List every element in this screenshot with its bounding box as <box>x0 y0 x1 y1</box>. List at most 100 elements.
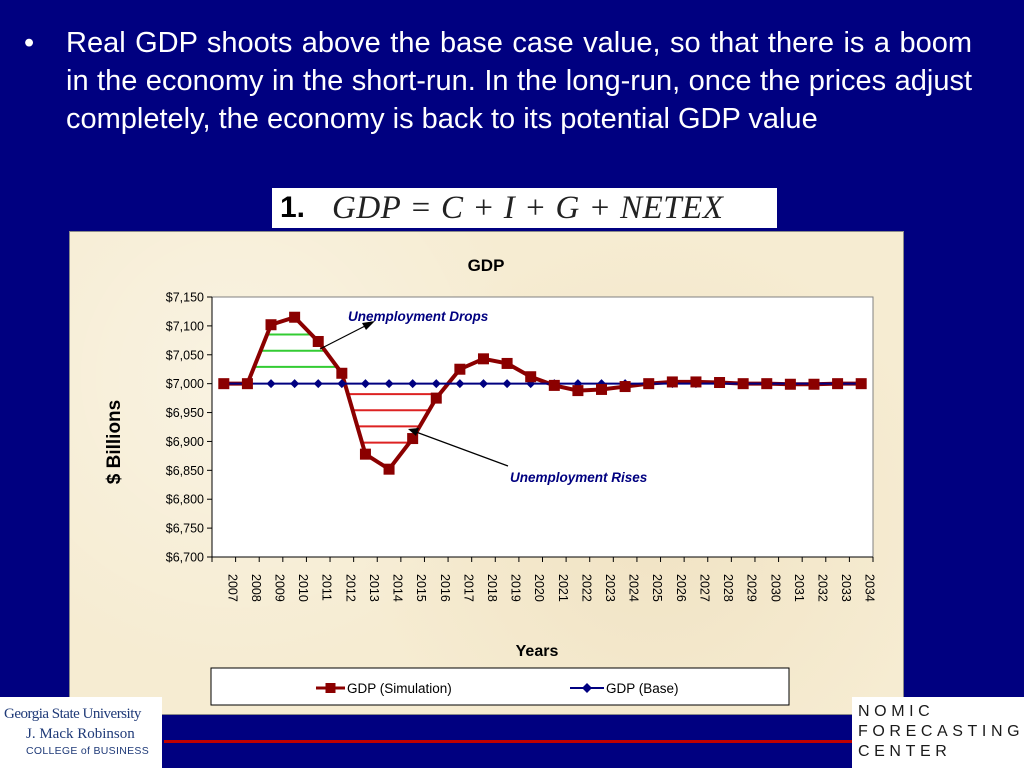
efc-logo-line2: FORECASTING <box>858 723 1024 740</box>
x-tick-label: 2018 <box>485 574 499 602</box>
y-tick-label: $6,950 <box>166 406 204 420</box>
simulation-point <box>407 433 419 445</box>
bullet-dot: • <box>24 27 35 59</box>
legend-swatch-marker <box>325 683 336 693</box>
base-point <box>337 379 347 389</box>
simulation-point <box>596 383 608 395</box>
bullet-point: • Real GDP shoots above the base case va… <box>24 24 972 138</box>
x-tick-label: 2016 <box>438 574 452 602</box>
gsu-logo-line3: COLLEGE of BUSINESS <box>26 745 149 757</box>
simulation-point <box>832 378 844 390</box>
simulation-point <box>430 392 442 404</box>
simulation-point <box>241 378 253 390</box>
x-tick-label: 2025 <box>650 574 664 602</box>
simulation-point <box>218 378 230 390</box>
x-tick-label: 2032 <box>815 574 829 602</box>
chart-legend: GDP (Simulation) GDP (Base) <box>210 667 790 706</box>
x-tick-label: 2013 <box>367 574 381 602</box>
x-tick-label: 2019 <box>509 574 523 602</box>
simulation-point <box>477 353 489 365</box>
x-tick-label: 2021 <box>556 574 570 602</box>
chart-title: GDP <box>468 256 505 275</box>
x-tick-label: 2027 <box>697 574 711 602</box>
y-tick-label: $7,000 <box>166 377 204 391</box>
x-tick-label: 2022 <box>579 574 593 602</box>
x-tick-label: 2028 <box>721 574 735 602</box>
annotation-arrow-rises <box>415 431 509 467</box>
footer-divider-line <box>164 740 852 743</box>
x-tick-label: 2031 <box>792 574 806 602</box>
efc-logo-line1: NOMIC <box>858 703 935 720</box>
formula-equation: GDP = C + I + G + NETEX <box>332 189 724 226</box>
simulation-point <box>383 463 395 475</box>
simulation-point <box>501 357 513 369</box>
x-tick-label: 2007 <box>225 574 239 602</box>
annotation-arrowhead-drops <box>362 321 375 330</box>
simulation-point <box>690 376 702 388</box>
y-tick-label: $7,050 <box>166 348 204 362</box>
x-tick-label: 2033 <box>839 574 853 602</box>
legend-label: GDP (Base) <box>606 681 679 696</box>
efc-logo: NOMIC FORECASTING CENTER <box>852 697 1024 768</box>
simulation-point <box>666 376 678 388</box>
y-axis-label: $ Billions <box>104 400 125 484</box>
simulation-point <box>619 381 631 393</box>
simulation-point <box>572 385 584 397</box>
y-tick-label: $7,150 <box>166 291 204 305</box>
formula-number: 1. <box>280 191 306 224</box>
base-point <box>266 379 276 389</box>
simulation-point <box>808 378 820 390</box>
base-point <box>502 379 512 389</box>
x-tick-label: 2008 <box>249 574 263 602</box>
simulation-point <box>336 367 348 379</box>
y-tick-label: $7,100 <box>166 319 204 333</box>
x-tick-label: 2009 <box>273 574 287 602</box>
simulation-point <box>737 378 749 390</box>
annotation-unemployment-drops: Unemployment Drops <box>348 309 489 324</box>
base-point <box>597 379 607 389</box>
base-point <box>478 379 488 389</box>
simulation-point <box>289 311 301 323</box>
gsu-logo: Georgia State University J. Mack Robinso… <box>0 697 162 768</box>
y-tick-label: $6,900 <box>166 435 204 449</box>
annotation-unemployment-rises: Unemployment Rises <box>510 470 648 485</box>
simulation-point <box>548 379 560 391</box>
x-tick-label: 2012 <box>343 574 357 602</box>
formula-box: 1. GDP = C + I + G + NETEX <box>272 188 777 228</box>
base-point <box>360 379 370 389</box>
gsu-logo-line2: J. Mack Robinson <box>26 726 135 742</box>
base-point <box>313 379 323 389</box>
efc-logo-line3: CENTER <box>858 743 952 760</box>
base-point <box>290 379 300 389</box>
simulation-point <box>784 378 796 390</box>
base-point <box>455 379 465 389</box>
simulation-point <box>714 377 726 389</box>
gdp-chart-panel: GDP $ Billions Years $6,700 $6,750 $6,800 $… <box>69 231 904 715</box>
y-tick-label: $6,850 <box>166 464 204 478</box>
x-tick-label: 2023 <box>603 574 617 602</box>
simulation-point <box>855 378 867 390</box>
x-tick-label: 2020 <box>532 574 546 602</box>
x-tick-label: 2010 <box>296 574 310 602</box>
x-tick-label: 2029 <box>745 574 759 602</box>
legend-label: GDP (Simulation) <box>347 681 452 696</box>
x-tick-label: 2024 <box>627 574 641 602</box>
base-point <box>384 379 394 389</box>
legend-swatch-marker <box>582 683 592 693</box>
base-point <box>573 379 583 389</box>
simulation-point <box>359 448 371 460</box>
y-tick-label: $6,700 <box>166 551 204 565</box>
gdp-chart: GDP $ Billions Years $6,700 $6,750 $6,800 $… <box>104 256 877 706</box>
annotation-arrowhead-rises <box>408 428 419 436</box>
annotation-arrow-drops <box>319 324 368 350</box>
x-tick-label: 2026 <box>674 574 688 602</box>
x-tick-label: 2030 <box>768 574 782 602</box>
y-tick-label: $6,800 <box>166 493 204 507</box>
base-point <box>431 379 441 389</box>
x-tick-label: 2014 <box>391 574 405 602</box>
base-point <box>408 379 418 389</box>
bullet-text: Real GDP shoots above the base case valu… <box>66 27 972 135</box>
x-tick-label: 2034 <box>863 574 877 602</box>
simulation-point <box>643 378 655 390</box>
y-tick-label: $6,750 <box>166 522 204 536</box>
